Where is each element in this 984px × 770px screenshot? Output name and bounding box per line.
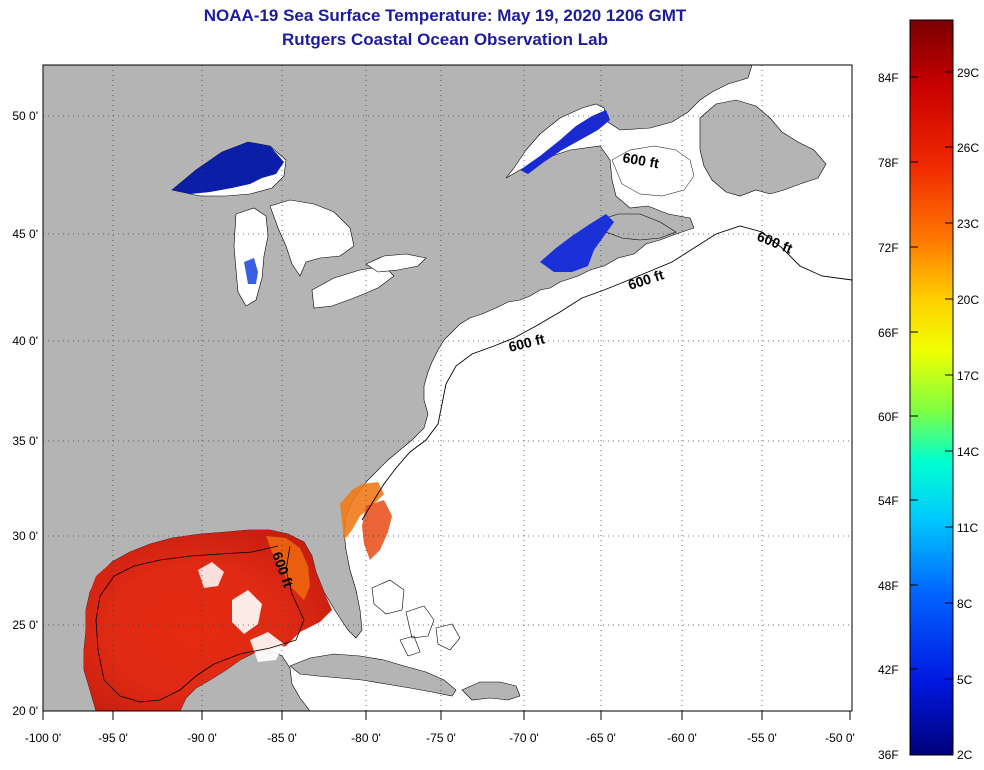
colorbar-label-54f: 54F — [878, 494, 899, 508]
shelf-gulf-st-lawrence — [611, 145, 695, 197]
colorbar-label-2c: 2C — [957, 748, 973, 762]
colorbar-label-17c: 17C — [957, 369, 980, 383]
colorbar-label-66f: 66F — [878, 326, 899, 340]
colorbar-label-5c: 5C — [957, 673, 973, 687]
colorbar — [909, 19, 954, 756]
land-cuba — [289, 653, 457, 697]
colorbar-label-72f: 72F — [878, 241, 899, 255]
lake-ontario — [365, 253, 427, 273]
lat-label-50: 50 0' — [12, 109, 38, 123]
lake-erie — [311, 265, 395, 309]
bahamas-islands — [371, 579, 461, 657]
lon-label-minus50: -50 0' — [825, 731, 855, 745]
sst-gulf-of-mexico — [84, 530, 332, 711]
lake-michigan — [233, 207, 269, 307]
sst-bay-of-fundy-cold — [540, 214, 614, 272]
lat-label-35: 35 0' — [12, 434, 38, 448]
colorbar-label-20c: 20C — [957, 293, 980, 307]
lat-label-25: 25 0' — [12, 618, 38, 632]
lon-label-minus70: -70 0' — [509, 731, 539, 745]
sst-florida-east-coast — [340, 482, 384, 540]
lon-label-minus85: -85 0' — [267, 731, 297, 745]
colorbar-label-29c: 29C — [957, 66, 980, 80]
isobath-gulf — [95, 545, 305, 703]
lon-label-minus65: -65 0' — [586, 731, 616, 745]
map-subtitle: Rutgers Coastal Ocean Observation Lab — [282, 30, 608, 49]
land-nova-scotia — [599, 213, 677, 241]
sst-lake-superior-cold — [172, 142, 284, 194]
map-frame — [42, 64, 853, 712]
isobath-600ft — [361, 225, 852, 521]
sst-st-lawrence-cold — [520, 110, 610, 174]
lon-label-minus95: -95 0' — [98, 731, 128, 745]
land-hispaniola — [461, 681, 521, 701]
sst-lake-michigan-cold — [244, 258, 258, 284]
colorbar-label-78f: 78F — [878, 156, 899, 170]
lake-huron — [269, 199, 355, 277]
colorbar-ticks — [910, 71, 953, 680]
lat-label-40: 40 0' — [12, 334, 38, 348]
colorbar-label-48f: 48F — [878, 579, 899, 593]
cloud-gulf-3 — [198, 562, 224, 588]
lat-label-45: 45 0' — [12, 227, 38, 241]
colorbar-label-60f: 60F — [878, 410, 899, 424]
lon-label-minus60: -60 0' — [667, 731, 697, 745]
land-newfoundland — [699, 99, 827, 197]
colorbar-label-42f: 42F — [878, 663, 899, 677]
colorbar-label-84f: 84F — [878, 71, 899, 85]
contour-label-nova-scotia-north: 600 ft — [621, 149, 660, 171]
lon-label-minus90: -90 0' — [187, 731, 217, 745]
lon-label-minus75: -75 0' — [426, 731, 456, 745]
lon-label-minus80: -80 0' — [351, 731, 381, 745]
sst-florida-current — [362, 500, 392, 560]
cloud-gulf-2 — [250, 632, 284, 662]
map-title: NOAA-19 Sea Surface Temperature: May 19,… — [203, 6, 687, 25]
axis-ticks — [42, 711, 851, 720]
lon-label-minus100: -100 0' — [24, 731, 62, 745]
cloud-gulf-1 — [232, 590, 262, 634]
colorbar-label-26c: 26C — [957, 141, 980, 155]
colorbar-label-23c: 23C — [957, 217, 980, 231]
colorbar-label-11c: 11C — [957, 521, 979, 535]
lat-label-30: 30 0' — [12, 529, 38, 543]
colorbar-label-8c: 8C — [957, 597, 973, 611]
sst-gulf-warm-edge — [266, 536, 310, 600]
lat-label-20: 20 0' — [12, 704, 38, 718]
lon-label-minus55: -55 0' — [747, 731, 777, 745]
colorbar-label-36f: 36F — [878, 748, 899, 762]
colorbar-label-14c: 14C — [957, 445, 980, 459]
